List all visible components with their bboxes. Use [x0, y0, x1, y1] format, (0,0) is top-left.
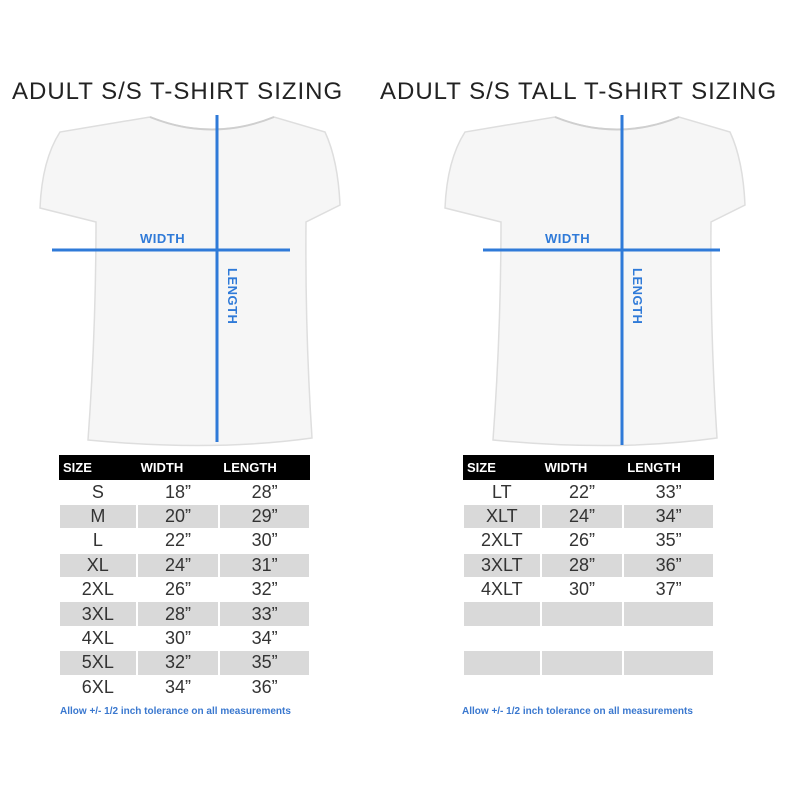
table-cell: L	[58, 528, 138, 554]
column-header: LENGTH	[623, 455, 714, 480]
table-cell: 36”	[622, 552, 715, 579]
table-cell: 28”	[218, 479, 311, 505]
table-row	[462, 625, 715, 652]
table-cell: 28”	[135, 601, 220, 627]
table-row: 6XL 34” 36”	[58, 674, 311, 701]
table-cell	[539, 601, 624, 627]
table-row: 3XLT 28” 36”	[462, 552, 715, 579]
table-cell	[622, 625, 715, 652]
table-cell: S	[58, 479, 138, 505]
table-cell: XL	[58, 552, 138, 579]
table-cell: 20”	[135, 503, 220, 530]
table-cell: 2XLT	[462, 528, 542, 554]
table-cell: 36”	[218, 674, 311, 701]
table-cell: 26”	[539, 528, 624, 554]
size-table-right: SIZE WIDTH LENGTH LT 22” 33” XLT 24” 34” 2XLT 26” 3…	[462, 455, 715, 701]
table-row: LT 22” 33”	[462, 479, 715, 505]
table-row: S 18” 28”	[58, 479, 311, 505]
column-header: SIZE	[463, 455, 541, 480]
table-row: 4XL 30” 34”	[58, 625, 311, 652]
table-cell: 35”	[622, 528, 715, 554]
table-cell: 31”	[218, 552, 311, 579]
table-row: 4XLT 30” 37”	[462, 577, 715, 603]
table-cell: M	[58, 503, 138, 530]
table-cell: LT	[462, 479, 542, 505]
length-label-left: LENGTH	[225, 268, 240, 325]
table-cell: 5XL	[58, 650, 138, 676]
tshirt-right	[444, 115, 746, 447]
table-cell: 33”	[622, 479, 715, 505]
width-label-right: WIDTH	[545, 231, 591, 246]
tshirt-left	[39, 115, 341, 447]
length-label-right: LENGTH	[630, 268, 645, 325]
table-cell: 28”	[539, 552, 624, 579]
table-cell: 22”	[135, 528, 220, 554]
table-cell: 6XL	[58, 674, 138, 701]
table-cell	[622, 601, 715, 627]
table-row: 2XL 26” 32”	[58, 577, 311, 603]
table-cell: 32”	[218, 577, 311, 603]
table-cell: 4XL	[58, 625, 138, 652]
table-row	[462, 650, 715, 676]
table-row: 2XLT 26” 35”	[462, 528, 715, 554]
column-header: LENGTH	[219, 455, 310, 480]
table-cell: 2XL	[58, 577, 138, 603]
table-cell	[539, 650, 624, 676]
table-cell: 18”	[135, 479, 220, 505]
table-cell	[462, 601, 542, 627]
table-cell	[462, 674, 542, 701]
table-cell: 33”	[218, 601, 311, 627]
table-cell: 35”	[218, 650, 311, 676]
table-row: XLT 24” 34”	[462, 503, 715, 530]
table-cell: XLT	[462, 503, 542, 530]
size-table-left: SIZE WIDTH LENGTH S 18” 28” M 20” 29” L 22” 30” XL 24…	[58, 455, 311, 701]
table-cell: 34”	[622, 503, 715, 530]
table-cell	[539, 625, 624, 652]
table-cell: 3XL	[58, 601, 138, 627]
table-cell: 30”	[135, 625, 220, 652]
table-cell: 34”	[218, 625, 311, 652]
column-header: WIDTH	[540, 455, 624, 480]
table-row	[462, 601, 715, 627]
table-cell	[462, 650, 542, 676]
table-cell	[622, 674, 715, 701]
table-cell	[622, 650, 715, 676]
table-cell: 37”	[622, 577, 715, 603]
table-cell	[462, 625, 542, 652]
table-cell: 30”	[218, 528, 311, 554]
table-row: XL 24” 31”	[58, 552, 311, 579]
header-row: SIZE WIDTH LENGTH	[59, 455, 310, 480]
tolerance-note-left: Allow +/- 1/2 inch tolerance on all meas…	[60, 706, 291, 717]
table-cell: 22”	[539, 479, 624, 505]
table-cell: 4XLT	[462, 577, 542, 603]
table-cell: 24”	[135, 552, 220, 579]
table-cell: 24”	[539, 503, 624, 530]
table-cell: 32”	[135, 650, 220, 676]
right-title: ADULT S/S TALL T-SHIRT SIZING	[380, 78, 778, 105]
table-row	[462, 674, 715, 701]
header-row: SIZE WIDTH LENGTH	[463, 455, 714, 480]
table-cell	[539, 674, 624, 701]
left-title: ADULT S/S T-SHIRT SIZING	[12, 78, 344, 105]
table-cell: 34”	[135, 674, 220, 701]
table-cell: 30”	[539, 577, 624, 603]
table-cell: 26”	[135, 577, 220, 603]
column-header: SIZE	[59, 455, 137, 480]
tolerance-note-right: Allow +/- 1/2 inch tolerance on all meas…	[462, 706, 693, 717]
table-row: L 22” 30”	[58, 528, 311, 554]
column-header: WIDTH	[136, 455, 220, 480]
table-cell: 29”	[218, 503, 311, 530]
table-row: M 20” 29”	[58, 503, 311, 530]
table-row: 5XL 32” 35”	[58, 650, 311, 676]
table-row: 3XL 28” 33”	[58, 601, 311, 627]
table-cell: 3XLT	[462, 552, 542, 579]
width-label-left: WIDTH	[140, 231, 186, 246]
